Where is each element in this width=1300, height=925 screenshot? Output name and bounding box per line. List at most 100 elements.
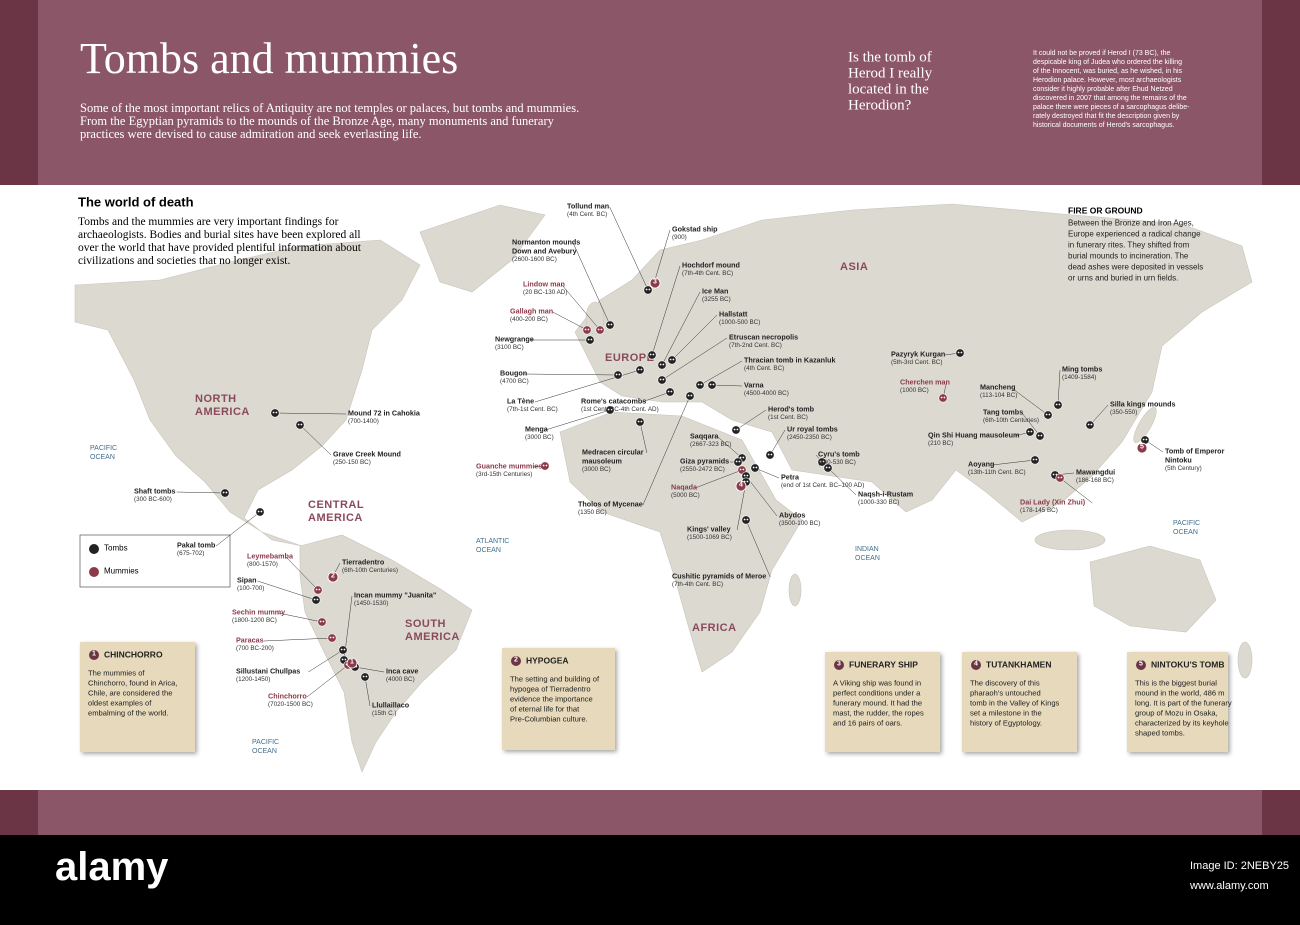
site-date: (7th-4th Cent. BC) — [672, 581, 723, 588]
leader-line — [711, 384, 743, 387]
skull-eye — [1090, 423, 1093, 426]
skull-eye — [648, 288, 651, 291]
madagascar — [788, 573, 802, 607]
skull — [327, 633, 337, 643]
leader-line — [215, 511, 261, 547]
leader-line — [1021, 412, 1041, 437]
skull — [938, 393, 948, 403]
info-text-line: embalming of the world. — [88, 709, 169, 718]
map-badge — [346, 657, 358, 669]
skull — [765, 450, 775, 460]
map-badge-number: 1 — [350, 659, 354, 666]
site-date: (1409-1584) — [1062, 374, 1096, 381]
skull-eye — [739, 468, 742, 471]
skull-eye — [225, 491, 228, 494]
site-name: Hallstatt — [719, 310, 748, 319]
skull — [635, 417, 645, 427]
site-name: Chinchorro — [268, 692, 307, 701]
info-text-line: hypogea of Tierradentro — [510, 685, 591, 694]
site-date: (100-700) — [237, 585, 264, 592]
info-text-line: of eternal life for that — [510, 705, 580, 714]
skull-eye — [607, 323, 610, 326]
site-date: (400-200 BC) — [510, 316, 548, 323]
skull-eye — [649, 353, 652, 356]
skull-eye — [615, 373, 618, 376]
skull-eye — [587, 338, 590, 341]
site-date: (13th-11th Cent. BC) — [968, 469, 1026, 476]
site-marker — [1055, 473, 1065, 483]
site-name: Etruscan necropolis — [729, 333, 798, 342]
ocean-label: OCEAN — [1173, 529, 1198, 536]
leader-line — [285, 556, 319, 591]
skull-eye — [590, 338, 593, 341]
watermark-logo: alamy — [55, 845, 169, 889]
leader-line — [299, 424, 332, 456]
site-marker — [707, 380, 717, 390]
site-name: Abydos — [779, 511, 805, 520]
site-name: Gallagh man — [510, 307, 553, 316]
skull-eye — [743, 474, 746, 477]
skull-eye — [755, 466, 758, 469]
intro-line: Some of the most important relics of Ant… — [80, 101, 579, 115]
skull-eye — [733, 428, 736, 431]
skull-eye — [640, 368, 643, 371]
map-badge — [1136, 442, 1148, 454]
skull-eye — [659, 378, 662, 381]
leader-line — [642, 391, 671, 403]
leader-line — [572, 242, 611, 326]
fire-line: dead ashes were deposited in vessels — [1068, 263, 1203, 272]
leader-line — [274, 412, 347, 415]
skull — [1030, 455, 1040, 465]
site-date: (15th C.) — [372, 710, 397, 717]
skull-eye — [1055, 403, 1058, 406]
site-date: (113-104 BC) — [980, 392, 1017, 399]
site-name: Pakal tomb — [177, 541, 216, 550]
skull-eye — [587, 328, 590, 331]
australia — [1089, 545, 1217, 633]
section-title: The world of death — [78, 195, 194, 210]
section-intro-line: over the world that have provided plenti… — [78, 242, 362, 254]
site-date: (5000 BC) — [671, 492, 700, 499]
info-text-line: pharaoh's untouched — [970, 689, 1041, 698]
skull-eye — [1032, 458, 1035, 461]
site-name: Rome's catacombs — [581, 397, 646, 406]
site-name: Cyru's tomb — [818, 450, 860, 459]
legend-tomb-icon — [89, 544, 99, 554]
skull-eye — [257, 510, 260, 513]
skull-eye — [742, 456, 745, 459]
skull — [665, 387, 675, 397]
site-marker — [295, 420, 305, 430]
site-date: (4th Cent. BC) — [567, 211, 607, 218]
info-text-line: mound in the world, 486 m — [1135, 689, 1225, 698]
skull — [338, 645, 348, 655]
site-name: Saqqara — [690, 432, 719, 441]
site-date: (2667-323 BC) — [690, 441, 731, 448]
skull-eye — [1060, 476, 1063, 479]
site-date: (3255 BC) — [702, 296, 731, 303]
ocean-label: OCEAN — [855, 555, 880, 562]
skull-eye — [329, 636, 332, 639]
skull — [595, 325, 605, 335]
site-date: (1500-1069 BC) — [687, 534, 732, 541]
site-marker — [605, 320, 615, 330]
skull — [817, 457, 827, 467]
skull-eye — [1142, 438, 1145, 441]
site-name: Qin Shi Huang mausoleum — [928, 431, 1019, 440]
site-name: Cushitic pyramids of Meroe — [672, 572, 766, 581]
info-box — [825, 652, 940, 752]
skull — [1043, 410, 1053, 420]
ocean-label: PACIFIC — [90, 445, 117, 452]
header-side — [0, 0, 38, 185]
site-name: Giza pyramids — [680, 457, 729, 466]
skull-eye — [618, 373, 621, 376]
site-name: Aoyang — [968, 460, 994, 469]
skull-eye — [943, 396, 946, 399]
leader-line — [671, 314, 718, 361]
site-name: Tollund man — [567, 202, 609, 211]
site-marker — [317, 617, 327, 627]
skull — [647, 350, 657, 360]
site-name: Dai Lady (Xin Zhui) — [1020, 498, 1086, 507]
answer-line: consider it highly probable after Ehud N… — [1033, 86, 1173, 93]
site-marker — [635, 365, 645, 375]
skull-eye — [1027, 430, 1030, 433]
